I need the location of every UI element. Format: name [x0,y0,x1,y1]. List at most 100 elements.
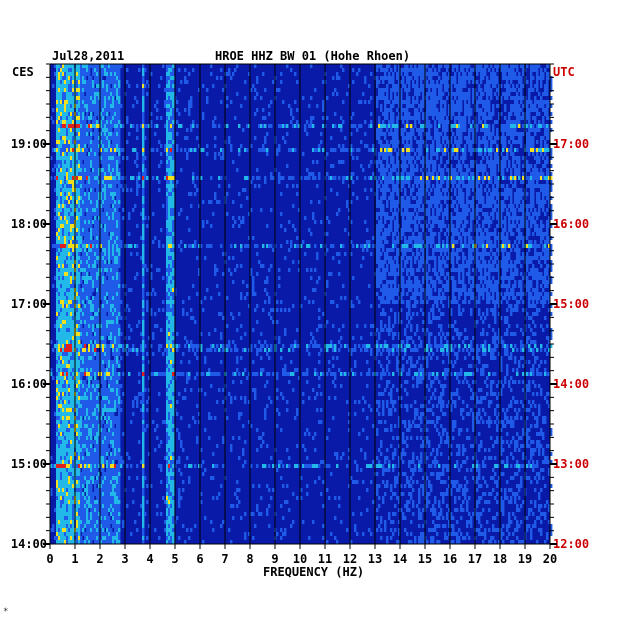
spectrogram-cell [534,168,537,172]
spectrogram-cell [268,244,271,248]
spectrogram-cell [112,144,115,148]
spectrogram-cell [532,88,535,92]
spectrogram-cell [494,164,497,168]
spectrogram-cell [88,124,91,128]
spectrogram-cell [502,132,505,136]
spectrogram-cell [442,80,445,84]
spectrogram-cell [418,240,421,244]
spectrogram-cell [52,120,55,124]
spectrogram-cell [106,136,109,140]
spectrogram-cell [364,144,367,148]
spectrogram-cell [166,88,169,92]
spectrogram-cell [348,184,351,188]
spectrogram-cell [488,244,491,248]
spectrogram-cell [86,188,89,192]
spectrogram-cell [476,220,479,224]
spectrogram-cell [528,124,531,128]
spectrogram-cell [518,236,521,240]
spectrogram-cell [516,148,519,152]
spectrogram-cell [102,80,105,84]
spectrogram-cell [460,192,463,196]
spectrogram-cell [534,172,537,176]
spectrogram-cell [434,96,437,100]
spectrogram-cell [494,76,497,80]
spectrogram-cell [268,104,271,108]
spectrogram-cell [84,80,87,84]
spectrogram-cell [344,136,347,140]
spectrogram-cell [538,196,541,200]
spectrogram-cell [544,188,547,192]
spectrogram-cell [518,176,521,180]
spectrogram-cell [526,184,529,188]
spectrogram-cell [436,152,439,156]
spectrogram-cell [96,208,99,212]
spectrogram-cell [364,176,367,180]
spectrogram-cell [218,200,221,204]
spectrogram-cell [114,232,117,236]
spectrogram-cell [142,204,145,208]
spectrogram-cell [118,144,121,148]
spectrogram-cell [64,104,67,108]
spectrogram-cell [350,144,353,148]
spectrogram-cell [460,104,463,108]
spectrogram-cell [398,232,401,236]
spectrogram-cell [112,248,115,252]
spectrogram-cell [432,232,435,236]
spectrogram-cell [540,204,543,208]
spectrogram-cell [266,224,269,228]
spectrogram-cell [330,148,333,152]
spectrogram-cell [264,136,267,140]
spectrogram-cell [64,88,67,92]
spectrogram-cell [80,192,83,196]
spectrogram-cell [526,80,529,84]
spectrogram-cell [272,80,275,84]
spectrogram-cell [220,76,223,80]
spectrogram-cell [66,240,69,244]
spectrogram-cell [506,84,509,88]
spectrogram-cell [428,208,431,212]
spectrogram-cell [518,104,521,108]
spectrogram-cell [250,208,253,212]
spectrogram-cell [88,104,91,108]
spectrogram-cell [546,84,549,88]
spectrogram-cell [440,196,443,200]
spectrogram-cell [488,188,491,192]
spectrogram-cell [434,104,437,108]
spectrogram-cell [126,244,129,248]
spectrogram-cell [60,116,63,120]
spectrogram-cell [542,188,545,192]
spectrogram-cell [534,224,537,228]
spectrogram-cell [454,84,457,88]
spectrogram-cell [452,144,455,148]
spectrogram-cell [442,72,445,76]
spectrogram-cell [476,164,479,168]
spectrogram-cell [58,96,61,100]
spectrogram-cell [56,100,59,104]
spectrogram-cell [504,160,507,164]
spectrogram-cell [500,136,503,140]
spectrogram-cell [484,140,487,144]
spectrogram-cell [516,92,519,96]
spectrogram-cell [66,196,69,200]
spectrogram-cell [420,240,423,244]
spectrogram-cell [78,108,81,112]
spectrogram-cell [526,232,529,236]
spectrogram-cell [478,180,481,184]
spectrogram-cell [106,156,109,160]
spectrogram-cell [512,176,515,180]
spectrogram-cell [282,100,285,104]
spectrogram-cell [286,240,289,244]
spectrogram-cell [278,176,281,180]
spectrogram-cell [326,116,329,120]
spectrogram-cell [56,124,59,128]
spectrogram-cell [118,212,121,216]
spectrogram-cell [264,148,267,152]
spectrogram-cell [382,156,385,160]
spectrogram-cell [462,68,465,72]
spectrogram-cell [66,216,69,220]
spectrogram-cell [444,132,447,136]
spectrogram-cell [398,152,401,156]
spectrogram-cell [462,72,465,76]
spectrogram-cell [420,124,423,128]
spectrogram-cell [72,244,75,248]
